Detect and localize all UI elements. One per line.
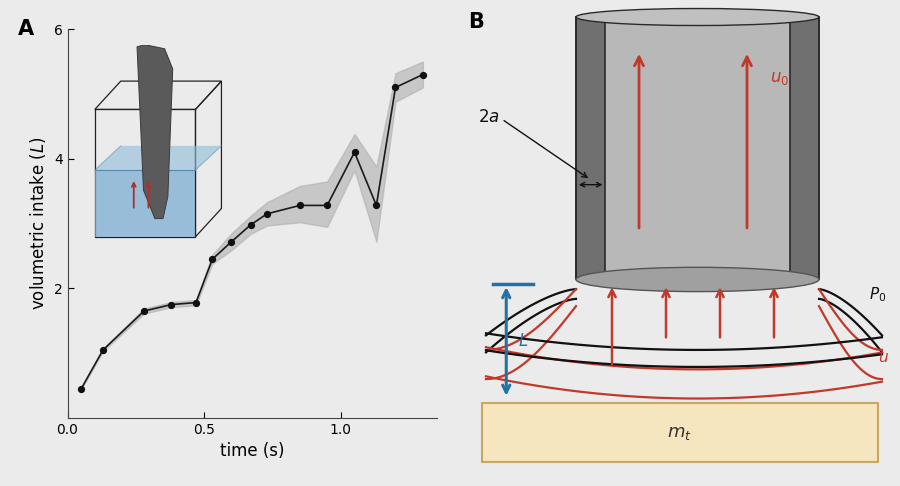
Bar <box>576 17 819 279</box>
Point <box>74 385 88 393</box>
Point <box>243 221 257 229</box>
Point <box>137 307 151 315</box>
Text: $m_t$: $m_t$ <box>667 423 692 442</box>
Y-axis label: volumetric intake ($L$): volumetric intake ($L$) <box>28 137 49 311</box>
Point <box>260 210 274 218</box>
Point <box>95 346 110 354</box>
Bar <box>790 17 819 279</box>
Point <box>320 202 335 209</box>
Ellipse shape <box>576 8 819 25</box>
Ellipse shape <box>576 267 819 292</box>
Text: $P_0$: $P_0$ <box>869 285 886 304</box>
Text: B: B <box>468 12 484 32</box>
Bar <box>576 17 819 279</box>
Point <box>189 299 203 307</box>
Text: A: A <box>18 19 34 39</box>
Point <box>164 301 178 309</box>
Point <box>416 70 430 78</box>
Point <box>224 238 238 245</box>
Bar <box>482 403 878 462</box>
X-axis label: time (s): time (s) <box>220 442 284 460</box>
Bar <box>576 17 605 279</box>
Point <box>369 202 383 209</box>
Point <box>347 148 362 156</box>
Text: $u$: $u$ <box>878 350 889 365</box>
Point <box>292 202 307 209</box>
Point <box>388 84 402 91</box>
Text: $2a$: $2a$ <box>478 107 500 126</box>
Text: $u_0$: $u_0$ <box>770 69 788 87</box>
Point <box>205 255 220 263</box>
Text: $L$: $L$ <box>518 332 527 350</box>
